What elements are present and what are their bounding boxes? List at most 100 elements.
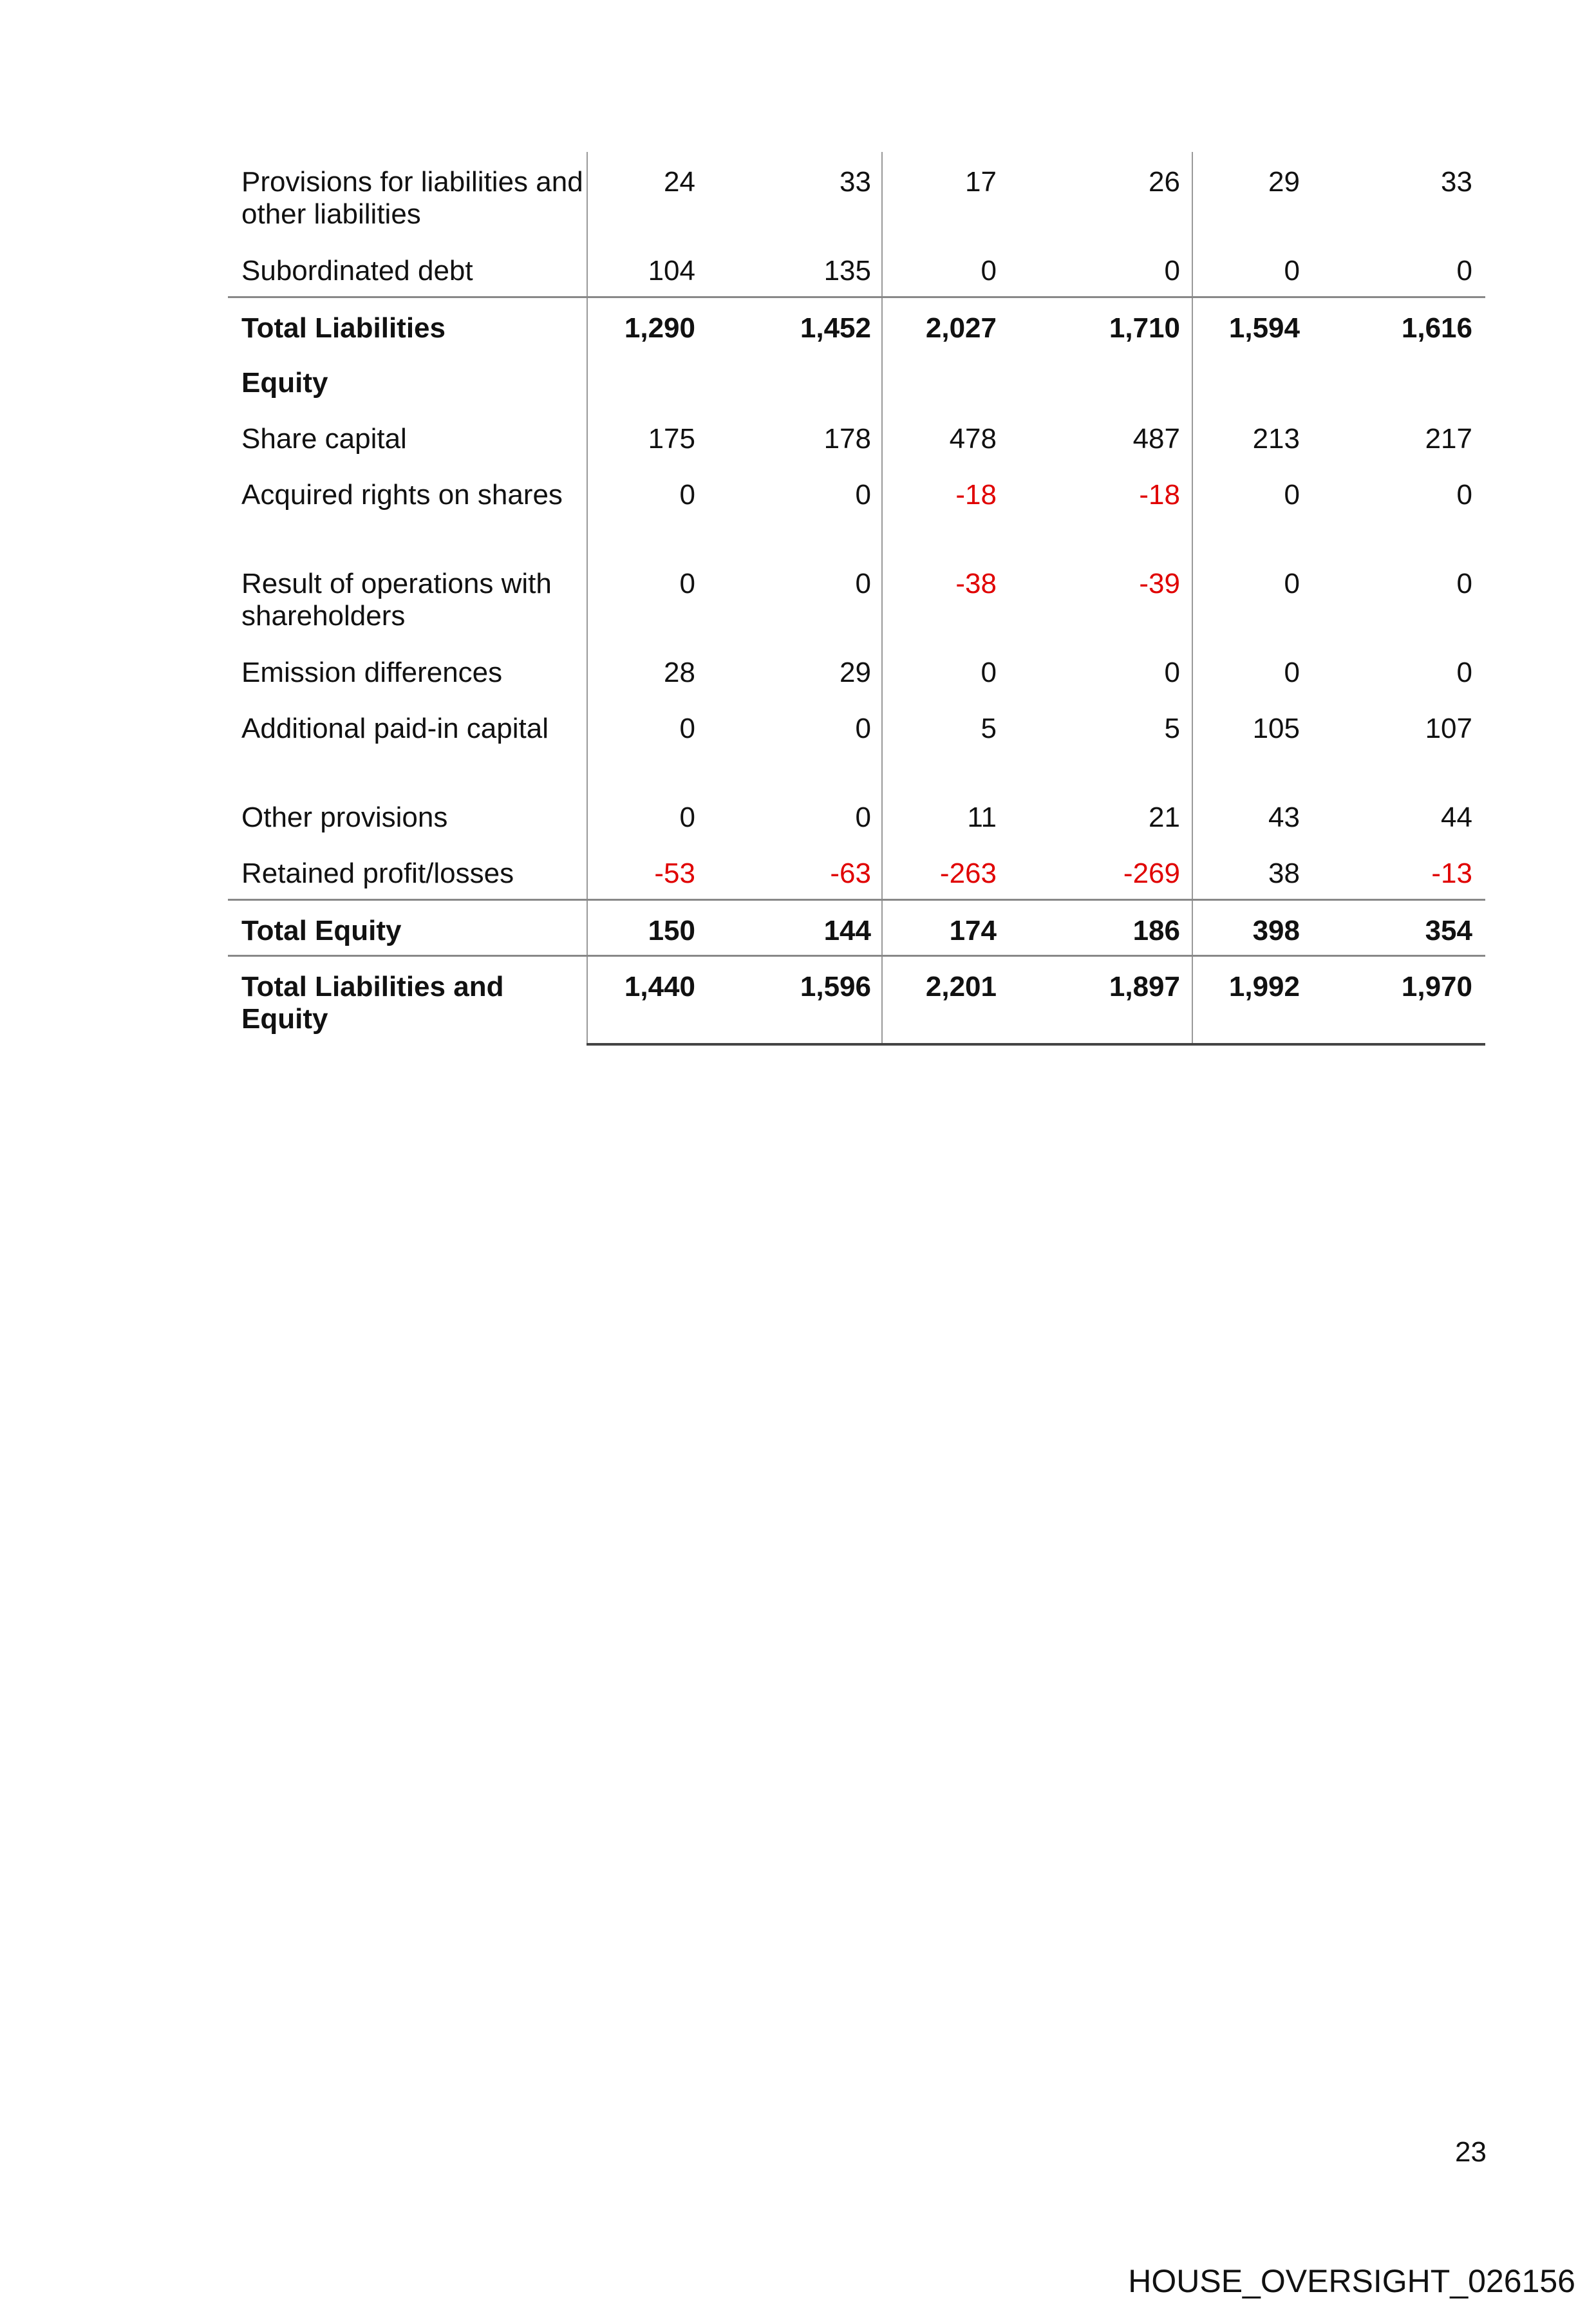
value-cell: 5 — [981, 713, 997, 744]
value-cell: 1,452 — [708, 296, 883, 353]
value-cell: 0 — [679, 479, 695, 511]
value-cell: 0 — [981, 255, 997, 287]
value-cell: 29 — [708, 643, 883, 699]
value-cell: 104 — [648, 255, 695, 287]
value-cell: 478 — [949, 423, 997, 455]
value-cell: 1,992 — [1192, 954, 1310, 1046]
value-cell — [882, 353, 1008, 409]
value-cell: 21 — [1008, 787, 1193, 843]
row-label: Emission differences — [228, 643, 588, 699]
value-cell: 174 — [882, 898, 1008, 955]
value-cell: 17 — [965, 166, 997, 198]
value-cell: 150 — [587, 898, 708, 955]
value-cell: 1,897 — [1008, 954, 1193, 1046]
value-cell: 0 — [679, 568, 695, 599]
value-cell: 38 — [1268, 858, 1300, 889]
value-cell: 33 — [1441, 166, 1472, 198]
value-cell: 0 — [1456, 479, 1472, 511]
value-cell: 487 — [1008, 409, 1193, 465]
value-cell: 26 — [1008, 152, 1193, 241]
value-cell: 0 — [981, 657, 997, 688]
value-cell: 0 — [1008, 241, 1193, 297]
row-label: Provisions for liabilities and other lia… — [228, 152, 588, 241]
value-cell: 1,440 — [587, 954, 708, 1046]
value-cell: 0 — [1284, 568, 1300, 599]
value-cell: 28 — [664, 657, 695, 688]
value-cell: 24 — [664, 166, 695, 198]
value-cell: 105 — [1252, 713, 1300, 744]
value-cell: 1,290 — [587, 296, 708, 353]
value-cell: 144 — [708, 898, 883, 955]
value-cell: 0 — [1456, 255, 1472, 287]
table-row: Subordinated debt 104 135 0 0 0 0 — [228, 241, 1485, 297]
table-row: Additional paid-in capital 0 0 5 5 105 107 — [228, 699, 1485, 787]
value-cell: -39 — [1008, 554, 1193, 643]
value-cell: -269 — [1008, 843, 1193, 899]
document-id-footer: HOUSE_OVERSIGHT_026156 — [1128, 2263, 1575, 2299]
value-cell — [1192, 353, 1310, 409]
value-cell: 1,594 — [1192, 296, 1310, 353]
value-cell: 0 — [1456, 657, 1472, 688]
value-cell: 354 — [1310, 898, 1485, 955]
value-cell: -53 — [654, 858, 695, 889]
value-cell: 1,710 — [1008, 296, 1193, 353]
table-row: Result of operations with shareholders 0 0… — [228, 554, 1485, 643]
value-cell: 33 — [708, 152, 883, 241]
value-cell: 0 — [708, 465, 883, 554]
value-cell: 175 — [648, 423, 695, 455]
row-label: Acquired rights on shares — [228, 465, 588, 554]
value-cell: 44 — [1441, 802, 1472, 833]
value-cell: 2,201 — [882, 954, 1008, 1046]
value-cell: 0 — [1284, 255, 1300, 287]
row-label: Retained profit/losses — [228, 843, 588, 899]
row-label: Total Liabilities and Equity — [228, 954, 588, 1044]
page-number: 23 — [1455, 2136, 1487, 2168]
value-cell: -38 — [955, 568, 997, 599]
table-row: Share capital 175 178 478 487 213 217 — [228, 409, 1485, 465]
value-cell: 0 — [708, 554, 883, 643]
table-total-row: Total Liabilities and Equity 1,440 1,596 2,… — [228, 954, 1485, 1046]
value-cell: 178 — [708, 409, 883, 465]
table-row: Retained profit/losses -53 -63 -263 -269 38 -1… — [228, 843, 1485, 899]
value-cell: 29 — [1268, 166, 1300, 198]
table-row: Emission differences 28 29 0 0 0 0 — [228, 643, 1485, 699]
value-cell: 1,970 — [1310, 954, 1485, 1046]
value-cell — [708, 353, 883, 409]
value-cell: 0 — [679, 713, 695, 744]
value-cell: 11 — [967, 802, 997, 833]
value-cell: 186 — [1008, 898, 1193, 955]
value-cell: 0 — [1284, 479, 1300, 511]
table-row: Equity — [228, 353, 1485, 409]
value-cell: -263 — [939, 858, 997, 889]
value-cell: 1,616 — [1310, 296, 1485, 353]
table-total-row: Total Equity 150 144 174 186 398 354 — [228, 898, 1485, 955]
table-row: Provisions for liabilities and other lia… — [228, 152, 1485, 241]
row-label: Subordinated debt — [228, 241, 588, 297]
row-label: Equity — [228, 353, 588, 409]
value-cell: 0 — [1008, 643, 1193, 699]
value-cell: 0 — [1284, 657, 1300, 688]
value-cell: 107 — [1425, 713, 1472, 744]
value-cell — [587, 353, 708, 409]
value-cell: 0 — [1456, 568, 1472, 599]
value-cell: 0 — [679, 802, 695, 833]
value-cell: -18 — [1008, 465, 1193, 554]
value-cell: 398 — [1192, 898, 1310, 955]
balance-sheet-table: Provisions for liabilities and other lia… — [228, 152, 1485, 1046]
value-cell: 5 — [1008, 699, 1193, 787]
value-cell: 213 — [1252, 423, 1300, 455]
value-cell: 217 — [1425, 423, 1472, 455]
table-row: Acquired rights on shares 0 0 -18 -18 0 0 — [228, 465, 1485, 554]
value-cell — [1008, 353, 1193, 409]
value-cell: -18 — [955, 479, 997, 511]
table-row: Other provisions 0 0 11 21 43 44 — [228, 787, 1485, 843]
value-cell: -13 — [1431, 858, 1472, 889]
value-cell: 43 — [1268, 802, 1300, 833]
row-label: Share capital — [228, 409, 588, 465]
table-total-row: Total Liabilities 1,290 1,452 2,027 1,710 1,5… — [228, 296, 1485, 353]
row-label: Additional paid-in capital — [228, 699, 588, 787]
value-cell: 135 — [708, 241, 883, 297]
row-label: Result of operations with shareholders — [228, 554, 588, 643]
value-cell: 0 — [708, 699, 883, 787]
value-cell — [1310, 353, 1485, 409]
